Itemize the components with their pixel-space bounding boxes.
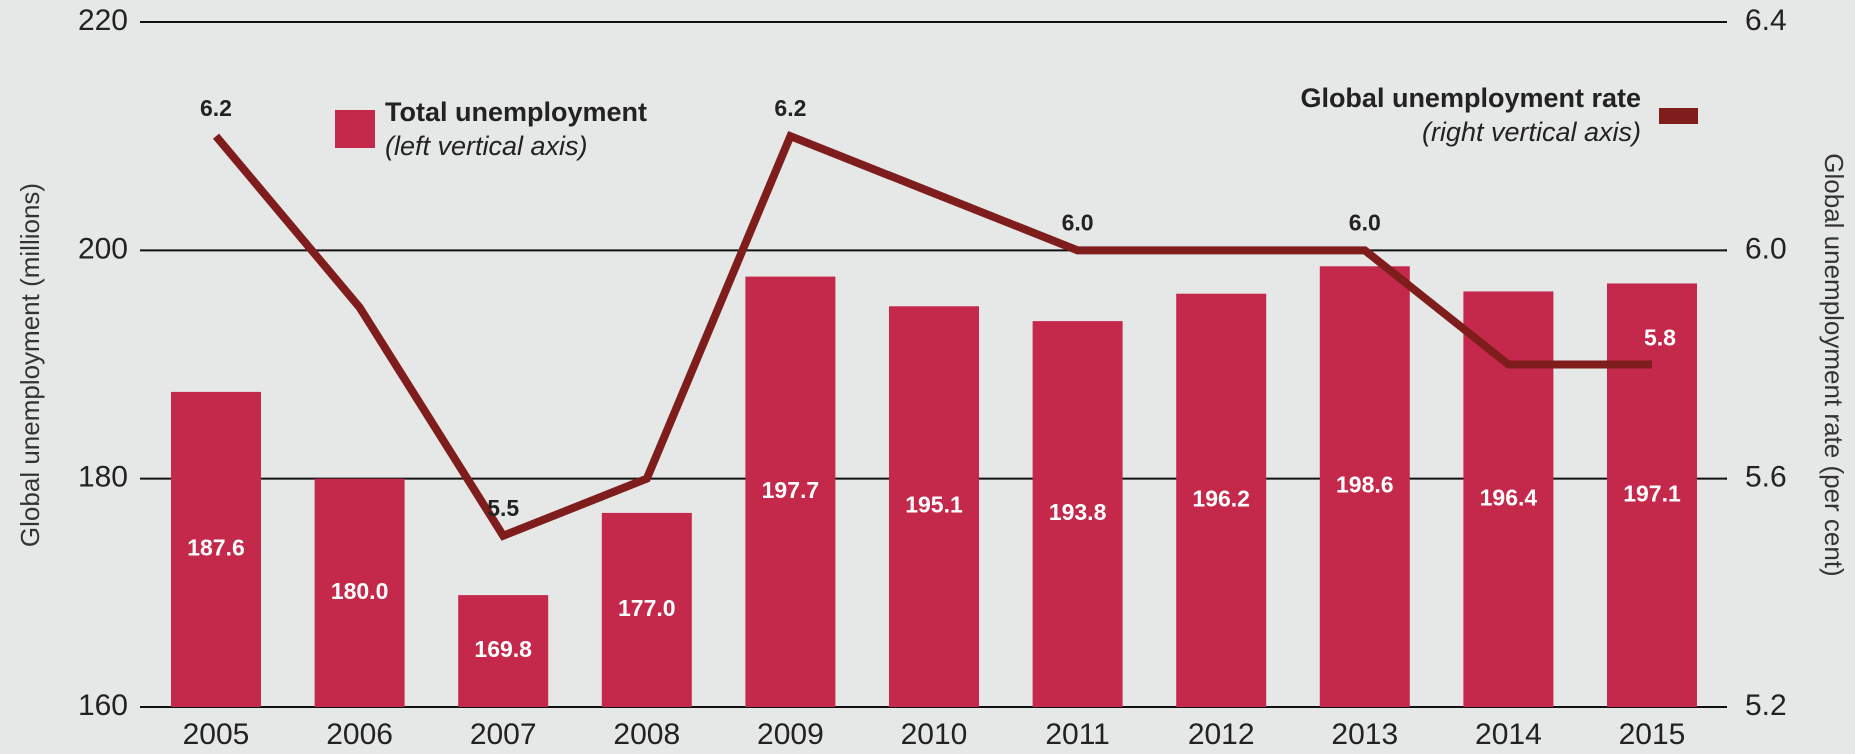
y2-tick-label: 5.2 bbox=[1745, 689, 1787, 722]
bar bbox=[1032, 321, 1123, 707]
bar-value-label: 196.2 bbox=[1192, 485, 1250, 511]
x-tick-label: 2008 bbox=[613, 718, 680, 751]
bar-value-label: 177.0 bbox=[618, 595, 676, 621]
x-tick-label: 2010 bbox=[901, 718, 968, 751]
y2-tick-label: 6.4 bbox=[1745, 4, 1787, 37]
legend-note: (left vertical axis) bbox=[385, 131, 588, 161]
x-tick-label: 2012 bbox=[1188, 718, 1255, 751]
y-tick-label: 200 bbox=[78, 232, 128, 265]
bar bbox=[1607, 283, 1697, 707]
legend-swatch bbox=[335, 110, 375, 148]
bar-value-label: 169.8 bbox=[474, 636, 532, 662]
bar-value-label: 197.7 bbox=[762, 477, 820, 503]
x-tick-label: 2009 bbox=[757, 718, 824, 751]
x-tick-label: 2005 bbox=[183, 718, 250, 751]
x-tick-label: 2006 bbox=[326, 718, 393, 751]
y2-axis-label: Global unemployment rate (per cent) bbox=[1819, 153, 1849, 576]
bar bbox=[314, 478, 405, 707]
line-value-label: 6.0 bbox=[1349, 209, 1381, 235]
line-value-label: 5.8 bbox=[1644, 325, 1676, 351]
line-value-label: 6.2 bbox=[774, 95, 806, 121]
bar-value-label: 187.6 bbox=[187, 535, 245, 561]
bar-value-label: 198.6 bbox=[1336, 472, 1394, 498]
line-value-label: 6.0 bbox=[1062, 209, 1094, 235]
line bbox=[212, 130, 1652, 541]
bar-value-label: 196.4 bbox=[1480, 484, 1538, 510]
bar bbox=[1176, 293, 1267, 707]
line-value-label: 6.2 bbox=[200, 95, 232, 121]
x-tick-label: 2014 bbox=[1475, 718, 1542, 751]
bar bbox=[745, 276, 836, 707]
y2-tick-label: 6.0 bbox=[1745, 232, 1787, 265]
y2-tick-label: 5.6 bbox=[1745, 461, 1787, 494]
x-tick-label: 2011 bbox=[1045, 718, 1110, 751]
bar bbox=[458, 595, 549, 707]
bar bbox=[1319, 266, 1410, 707]
bar-value-label: 195.1 bbox=[905, 492, 963, 518]
legend-note: (right vertical axis) bbox=[1422, 117, 1641, 147]
bar-value-label: 197.1 bbox=[1623, 480, 1681, 506]
bar bbox=[601, 512, 692, 707]
y-tick-label: 180 bbox=[78, 461, 128, 494]
x-tick-label: 2015 bbox=[1619, 718, 1686, 751]
x-tick-label: 2007 bbox=[470, 718, 537, 751]
legend-label: Global unemployment rate bbox=[1300, 83, 1641, 113]
bar-value-label: 193.8 bbox=[1049, 499, 1107, 525]
legend-swatch bbox=[1659, 108, 1698, 124]
y-tick-label: 160 bbox=[78, 689, 128, 722]
x-tick-label: 2013 bbox=[1331, 718, 1398, 751]
legend-label: Total unemployment bbox=[385, 97, 647, 127]
bar-value-label: 180.0 bbox=[331, 578, 389, 604]
bar bbox=[889, 306, 979, 707]
line-value-label: 5.5 bbox=[487, 495, 519, 521]
y-axis-label: Global unemployment (millions) bbox=[15, 183, 45, 547]
y-tick-label: 220 bbox=[78, 4, 128, 37]
bar bbox=[171, 391, 261, 707]
